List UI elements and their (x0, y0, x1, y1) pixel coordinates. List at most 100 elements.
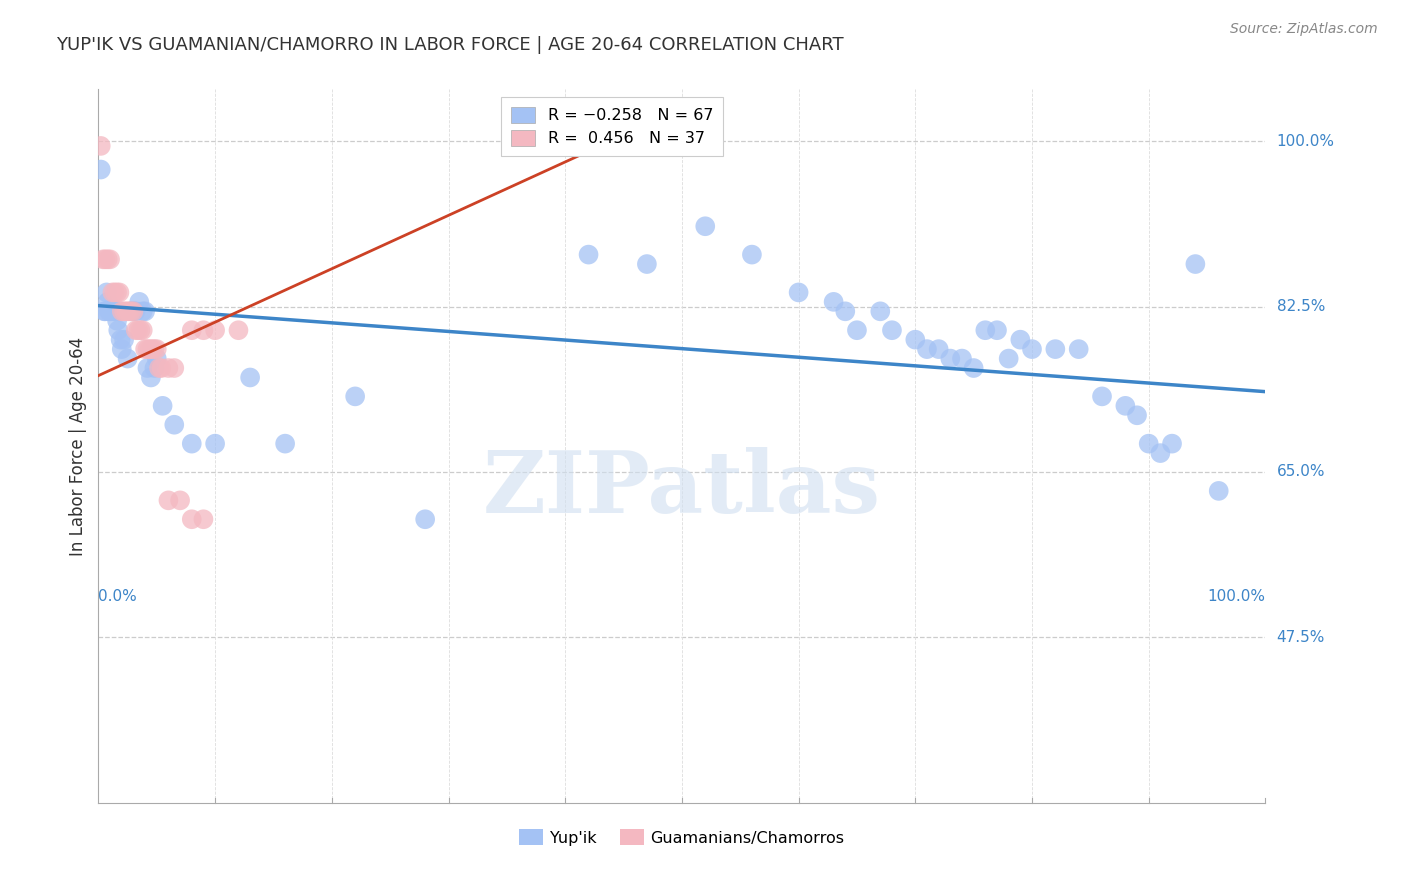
Point (239, 370, 262, 384)
Point (108, 304, 131, 318)
Point (928, 342, 950, 356)
Point (1114, 399, 1136, 413)
Point (636, 257, 658, 271)
Point (132, 323, 155, 337)
Point (344, 389, 367, 403)
Point (90, 162, 112, 177)
Point (108, 285, 131, 300)
Point (91, 252, 114, 267)
Text: 100.0%: 100.0% (1277, 134, 1334, 149)
Point (127, 323, 149, 337)
Text: ZIPatlas: ZIPatlas (482, 447, 882, 531)
Point (97, 304, 120, 318)
Point (1126, 409, 1149, 423)
Point (1137, 436, 1160, 450)
Text: YUP'IK VS GUAMANIAN/CHAMORRO IN LABOR FORCE | AGE 20-64 CORRELATION CHART: YUP'IK VS GUAMANIAN/CHAMORRO IN LABOR FO… (56, 36, 844, 54)
Point (204, 436, 226, 450)
Point (950, 351, 973, 366)
Point (904, 333, 927, 347)
Point (157, 361, 180, 376)
Point (228, 323, 250, 337)
Point (180, 512, 202, 526)
Legend: Yup'ik, Guamanians/Chamorros: Yup'ik, Guamanians/Chamorros (513, 822, 851, 852)
Point (98, 304, 121, 318)
Point (962, 361, 984, 376)
Point (136, 342, 159, 356)
Point (986, 323, 1008, 337)
Point (97, 294, 120, 309)
Point (193, 512, 215, 526)
Point (139, 342, 162, 356)
Point (163, 361, 186, 376)
Point (143, 342, 166, 356)
Point (169, 493, 191, 508)
Point (180, 323, 202, 337)
Point (193, 323, 215, 337)
Point (787, 285, 810, 300)
Point (107, 323, 129, 337)
Point (148, 361, 170, 376)
Point (846, 323, 869, 337)
Point (152, 399, 174, 413)
Point (90, 139, 112, 153)
Point (1045, 342, 1067, 356)
Point (1010, 333, 1032, 347)
Point (974, 323, 997, 337)
Point (141, 342, 163, 356)
Point (128, 294, 150, 309)
Point (139, 370, 162, 384)
Point (93, 304, 115, 318)
Point (94, 252, 117, 267)
Point (122, 304, 145, 318)
Point (104, 304, 127, 318)
Point (880, 323, 903, 337)
Point (104, 285, 127, 300)
Point (1208, 483, 1230, 498)
Point (118, 304, 141, 318)
Text: 47.5%: 47.5% (1277, 630, 1324, 645)
Point (1161, 436, 1184, 450)
Text: 0.0%: 0.0% (98, 589, 138, 604)
Point (143, 361, 166, 376)
Point (94, 304, 117, 318)
Text: 100.0%: 100.0% (1208, 589, 1265, 604)
Point (204, 323, 226, 337)
Point (129, 323, 152, 337)
Point (101, 285, 124, 300)
Text: Source: ZipAtlas.com: Source: ZipAtlas.com (1230, 22, 1378, 37)
Point (96, 285, 118, 300)
Text: 82.5%: 82.5% (1277, 299, 1324, 314)
Point (120, 304, 142, 318)
Point (413, 512, 436, 526)
Point (741, 247, 763, 261)
Point (120, 304, 142, 318)
Point (1149, 446, 1171, 460)
Point (146, 342, 169, 356)
Point (134, 342, 156, 356)
Point (146, 351, 169, 366)
Text: 65.0%: 65.0% (1277, 465, 1324, 480)
Point (125, 304, 148, 318)
Point (939, 351, 962, 366)
Point (104, 304, 127, 318)
Point (125, 323, 148, 337)
Point (115, 304, 138, 318)
Point (101, 304, 124, 318)
Point (915, 342, 938, 356)
Point (112, 333, 135, 347)
Point (122, 304, 145, 318)
Point (1091, 389, 1114, 403)
Point (163, 417, 186, 432)
Point (98, 252, 121, 267)
Point (111, 304, 134, 318)
Point (134, 304, 156, 318)
Point (1021, 342, 1043, 356)
Point (105, 285, 128, 300)
Point (695, 219, 717, 234)
Point (117, 351, 139, 366)
Point (578, 247, 600, 261)
Point (112, 304, 135, 318)
Point (1067, 342, 1090, 356)
Point (97, 252, 120, 267)
Point (110, 333, 132, 347)
